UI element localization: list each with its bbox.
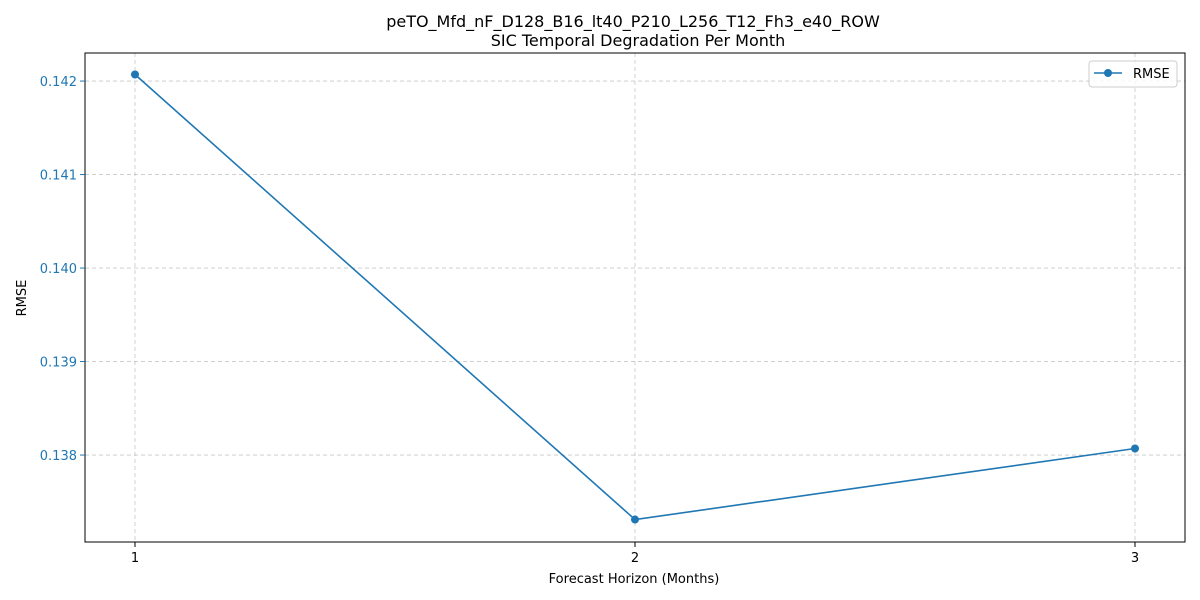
y-tick-label: 0.139 (40, 356, 77, 371)
chart-title: peTO_Mfd_nF_D128_B16_lt40_P210_L256_T12_… (386, 12, 880, 32)
legend-label-rmse: RMSE (1133, 67, 1170, 82)
data-point (1131, 444, 1139, 453)
legend-marker-swatch (1104, 69, 1112, 77)
x-axis-ticks: 1 2 3 (131, 542, 1139, 566)
y-tick-label: 0.140 (40, 262, 77, 277)
legend: RMSE (1088, 60, 1178, 88)
legend-box (1088, 60, 1178, 88)
x-tick-label: 3 (1131, 551, 1139, 566)
x-tick-label: 2 (631, 551, 639, 566)
data-point (631, 515, 639, 524)
grid-layer (85, 53, 1185, 542)
data-point (131, 70, 139, 79)
y-tick-label: 0.138 (40, 449, 77, 464)
y-axis-label: RMSE (15, 280, 30, 317)
x-axis-label: Forecast Horizon (Months) (549, 572, 720, 587)
x-tick-label: 1 (131, 551, 139, 566)
y-tick-label: 0.142 (40, 75, 77, 90)
chart-subtitle: SIC Temporal Degradation Per Month (491, 31, 786, 50)
y-axis-ticks: 0.138 0.139 0.140 0.141 0.142 (40, 75, 85, 464)
y-tick-label: 0.141 (40, 169, 77, 184)
series-layer (131, 70, 1139, 524)
